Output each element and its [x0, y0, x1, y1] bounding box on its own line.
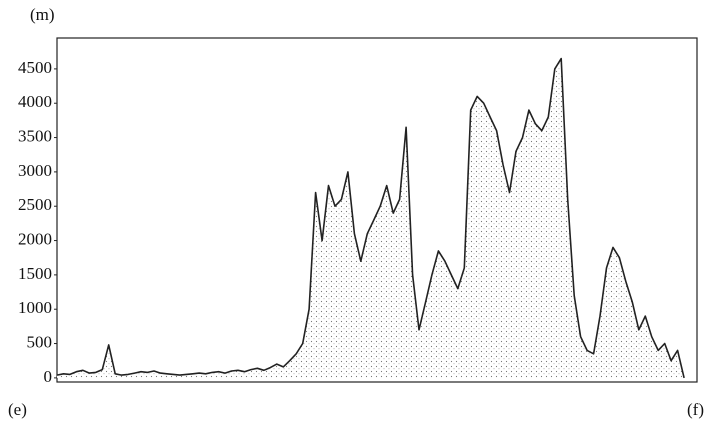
y-tick-label: 2500 — [18, 195, 52, 214]
x-tick-label: (e) — [8, 400, 27, 419]
y-tick-label: 2000 — [18, 229, 52, 248]
profile-line — [56, 57, 685, 379]
y-tick-label: 4000 — [18, 92, 52, 111]
y-tick-label: 1500 — [18, 264, 52, 283]
y-tick-label: 0 — [44, 367, 53, 386]
y-axis-label: (m) — [30, 5, 55, 24]
area-fill — [57, 58, 685, 378]
y-tick-label: 1000 — [18, 298, 52, 317]
x-tick-label: (f) — [687, 400, 704, 419]
y-tick-label: 4500 — [18, 58, 52, 77]
y-tick-label: 500 — [27, 332, 53, 351]
y-tick-label: 3000 — [18, 161, 52, 180]
plot-frame — [56, 37, 698, 383]
y-tick-label: 3500 — [18, 126, 52, 145]
